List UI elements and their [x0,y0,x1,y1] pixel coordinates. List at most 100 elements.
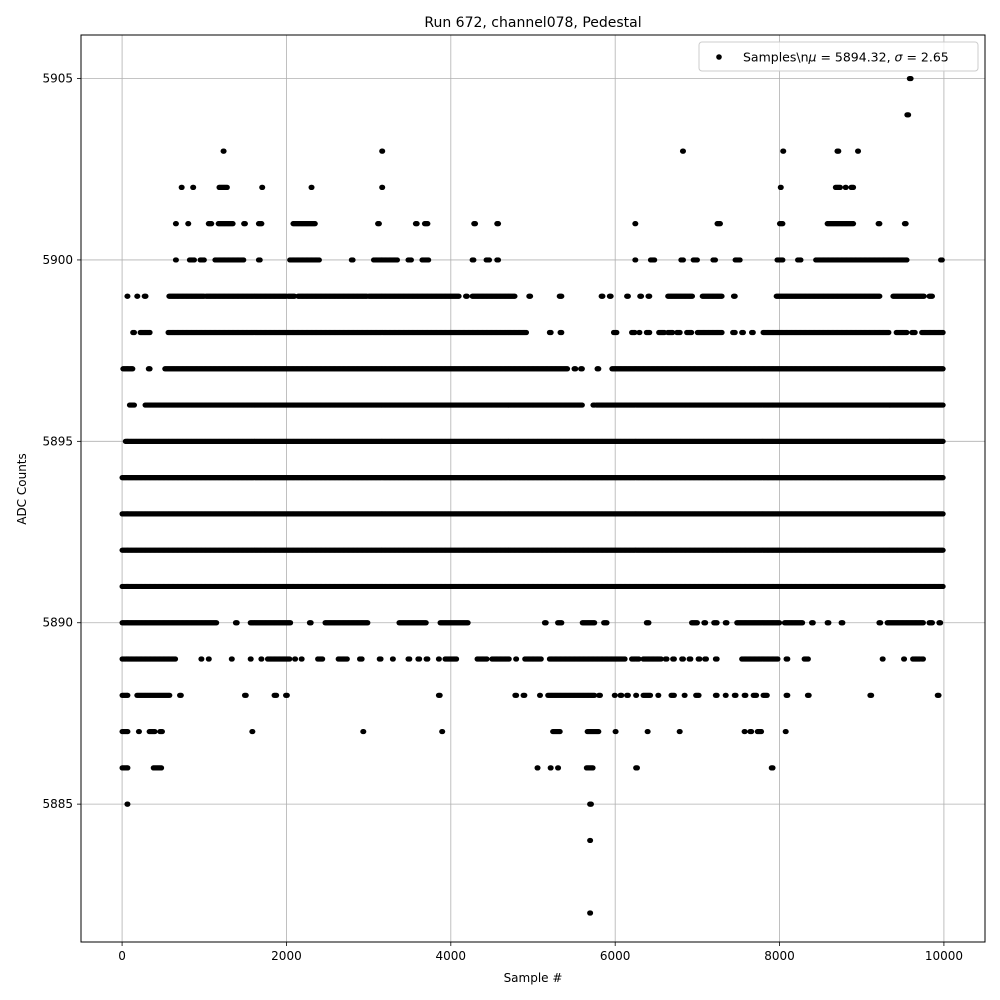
data-point [929,293,936,299]
data-point [912,329,918,336]
data-point [579,366,585,372]
data-point [850,184,857,190]
data-point [559,293,565,299]
data-point [886,329,892,336]
data-point [242,221,248,227]
data-point [905,112,912,118]
data-point [191,257,198,263]
data-point [425,221,431,227]
data-point [471,257,477,263]
data-point [750,329,756,336]
data-point [719,329,725,336]
data-point [904,257,910,263]
data-point [512,293,518,299]
data-point [579,402,585,408]
data-point [732,293,738,299]
data-point [778,184,784,190]
data-point [652,257,658,263]
data-point [257,257,263,263]
data-point [380,184,386,190]
data-point [712,257,719,263]
data-point [135,293,141,299]
data-point [836,148,842,154]
data-point [638,293,645,299]
data-point [495,221,502,227]
data-point [394,257,400,263]
data-point [147,366,153,372]
data-point [903,221,909,227]
data-point [173,257,179,263]
data-point [689,293,696,299]
data-point [908,75,914,82]
data-point [380,148,386,154]
data-points [119,75,946,916]
data-point [677,329,683,336]
data-point [732,329,738,336]
data-point [131,402,138,408]
data-point [414,221,420,227]
data-point [798,257,804,263]
data-point [224,184,230,190]
data-point [780,257,786,263]
data-point [740,329,746,336]
data-point [130,366,136,372]
data-point [904,329,910,336]
data-point [855,148,862,154]
data-point [241,257,247,263]
data-point [173,221,179,227]
data-point [719,293,725,299]
data-point [147,329,153,336]
data-point [940,329,946,336]
data-point [376,221,382,227]
data-point [921,293,927,299]
data-point [940,366,946,372]
data-point [680,257,686,263]
data-point [486,257,493,263]
data-point [596,366,602,372]
data-point [608,293,614,299]
data-point [637,329,643,336]
data-point [259,221,265,227]
data-point [843,184,849,190]
data-point [426,257,432,263]
data-point [737,257,743,263]
data-point [633,257,639,263]
data-point [221,148,227,154]
data-point [717,221,723,227]
data-point [633,221,639,227]
data-point [190,184,197,190]
data-point [179,184,185,190]
data-point [125,293,131,299]
data-point [309,184,315,190]
data-point [316,257,322,263]
data-point [350,257,356,263]
data-point [527,293,534,299]
data-point [495,257,502,263]
data-point [143,293,149,299]
data-point [614,329,620,336]
data-point [408,257,414,263]
data-point [694,257,700,263]
data-point [940,438,946,444]
data-point [647,293,653,299]
data-point [464,293,470,299]
data-point [940,402,946,408]
data-point [548,329,554,336]
data-point [780,221,786,227]
data-point [456,293,462,299]
data-point [877,293,883,299]
data-point [877,221,883,227]
data-point [559,329,565,336]
data-point [564,366,571,372]
data-point [201,257,207,263]
data-point [837,184,843,190]
data-point [600,293,606,299]
data-point [186,221,192,227]
data-point [850,221,857,227]
data-point [647,329,653,336]
data-point [260,184,266,190]
data-point [312,221,318,227]
data-point [781,148,787,154]
